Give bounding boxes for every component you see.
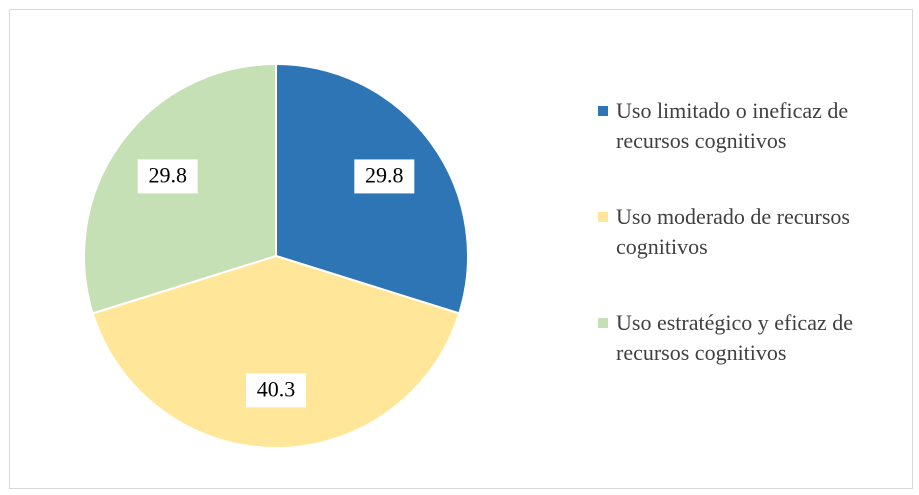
data-label: 29.8	[148, 162, 187, 187]
legend-item: Uso limitado o ineficaz de recursos cogn…	[598, 96, 908, 156]
data-label-box	[246, 373, 306, 408]
legend-item: Uso estratégico y eficaz de recursos cog…	[598, 308, 908, 368]
legend-label: Uso limitado o ineficaz de recursos cogn…	[616, 98, 849, 153]
data-label-box	[137, 159, 198, 194]
legend-swatch	[598, 318, 608, 328]
legend-swatch	[598, 212, 608, 222]
data-label: 40.3	[257, 376, 296, 401]
legend-swatch	[598, 106, 608, 116]
data-label: 29.8	[365, 162, 404, 187]
pie-slice	[91, 254, 461, 449]
data-label-box	[354, 159, 415, 194]
legend-label: Uso estratégico y eficaz de recursos cog…	[616, 310, 853, 365]
legend-item: Uso moderado de recursos cognitivos	[598, 202, 908, 262]
legend: Uso limitado o ineficaz de recursos cogn…	[598, 96, 908, 414]
legend-label: Uso moderado de recursos cognitivos	[616, 204, 850, 259]
chart-frame	[9, 9, 913, 489]
